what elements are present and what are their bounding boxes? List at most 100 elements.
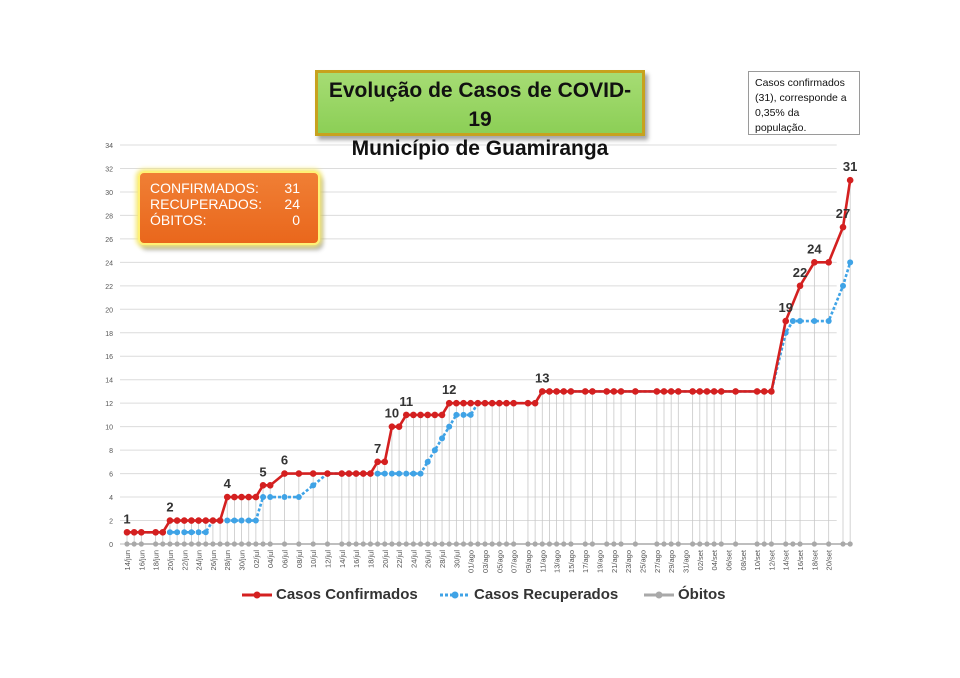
series-point-0 bbox=[166, 517, 174, 524]
x-tick-label: 28/jul bbox=[438, 550, 447, 568]
series-point-0 bbox=[324, 470, 331, 477]
series-point-2 bbox=[718, 541, 724, 547]
series-point-2 bbox=[210, 541, 216, 547]
x-tick-label: 22/jun bbox=[180, 550, 189, 570]
gridlines bbox=[120, 144, 837, 545]
series-point-2 bbox=[403, 541, 409, 547]
series-point-2 bbox=[460, 541, 467, 547]
series-point-0 bbox=[538, 388, 546, 395]
series-point-2 bbox=[847, 541, 853, 547]
series-point-2 bbox=[310, 541, 316, 547]
series-point-0 bbox=[259, 482, 267, 489]
series-point-0 bbox=[760, 388, 768, 395]
data-label: 24 bbox=[807, 241, 822, 256]
x-tick-label: 21/ago bbox=[610, 550, 619, 573]
series-point-2 bbox=[554, 541, 560, 547]
y-tick-label: 8 bbox=[109, 448, 113, 455]
data-label: 2 bbox=[166, 500, 173, 515]
x-tick-label: 11/ago bbox=[538, 550, 547, 572]
series-point-2 bbox=[267, 541, 273, 547]
series-point-1 bbox=[202, 529, 209, 536]
x-tick-label: 06/set bbox=[724, 549, 733, 570]
data-label: 6 bbox=[281, 453, 288, 468]
series-point-0 bbox=[395, 423, 403, 430]
series-point-2 bbox=[174, 541, 180, 547]
series-point-2 bbox=[410, 541, 416, 547]
series-point-0 bbox=[610, 388, 618, 395]
series-point-2 bbox=[589, 541, 596, 547]
series-point-2 bbox=[618, 541, 624, 547]
series-point-1 bbox=[460, 411, 467, 418]
series-point-2 bbox=[582, 541, 588, 547]
series-point-0 bbox=[617, 388, 625, 395]
series-point-0 bbox=[581, 388, 589, 395]
series-point-1 bbox=[260, 494, 267, 501]
series-point-1 bbox=[424, 458, 431, 465]
x-tick-label: 18/jul bbox=[366, 550, 375, 568]
x-tick-label: 08/set bbox=[739, 549, 748, 570]
x-tick-label: 23/ago bbox=[624, 550, 633, 573]
series-point-2 bbox=[697, 541, 703, 547]
x-tick-label: 30/jun bbox=[238, 550, 247, 570]
series-point-0 bbox=[438, 411, 446, 419]
series-point-2 bbox=[346, 541, 352, 547]
series-point-0 bbox=[524, 399, 532, 407]
series-point-0 bbox=[130, 528, 138, 536]
series-point-1 bbox=[410, 470, 417, 477]
series-point-0 bbox=[839, 223, 847, 231]
obitos-value: 0 bbox=[292, 212, 300, 228]
y-tick-label: 14 bbox=[105, 378, 113, 385]
x-tick-label: 14/set bbox=[782, 549, 791, 570]
series-point-0 bbox=[589, 388, 596, 395]
x-tick-label: 13/ago bbox=[553, 550, 562, 573]
series-point-0 bbox=[467, 399, 474, 407]
x-tick-label: 04/jul bbox=[266, 550, 275, 568]
series-point-0 bbox=[381, 458, 389, 466]
series-point-0 bbox=[188, 517, 195, 524]
x-tick-label: 17/ago bbox=[581, 550, 590, 573]
confirmados-label: CONFIRMADOS: bbox=[150, 180, 259, 196]
x-tick-label: 18/jun bbox=[152, 550, 161, 570]
series-point-2 bbox=[432, 541, 438, 547]
series-point-0 bbox=[338, 470, 346, 477]
series-point-2 bbox=[417, 541, 424, 547]
series-point-2 bbox=[496, 541, 502, 547]
x-tick-label: 07/ago bbox=[510, 550, 519, 573]
series-point-0 bbox=[374, 458, 381, 466]
series-point-1 bbox=[439, 435, 446, 442]
series-point-0 bbox=[431, 411, 439, 419]
series-point-2 bbox=[231, 541, 237, 547]
series-point-1 bbox=[188, 529, 195, 536]
summary-row-obitos: ÓBITOS: 0 bbox=[150, 212, 308, 228]
legend-recuperados: Casos Recuperados bbox=[440, 586, 618, 603]
series-point-0 bbox=[481, 399, 489, 407]
x-tick-label: 18/set bbox=[810, 549, 819, 570]
series-point-2 bbox=[532, 541, 538, 547]
series-point-0 bbox=[553, 388, 560, 395]
x-tick-label: 03/ago bbox=[481, 550, 490, 573]
y-tick-label: 20 bbox=[105, 307, 113, 314]
series-point-1 bbox=[825, 318, 832, 325]
x-tick-label: 26/jun bbox=[209, 550, 218, 570]
series-point-2 bbox=[840, 541, 846, 547]
series-point-0 bbox=[223, 493, 231, 501]
data-label: 31 bbox=[843, 159, 857, 174]
series-point-2 bbox=[539, 541, 545, 547]
series-line-1 bbox=[127, 261, 852, 534]
summary-row-recuperados: RECUPERADOS: 24 bbox=[150, 196, 308, 212]
y-tick-label: 32 bbox=[105, 166, 113, 173]
series-point-2 bbox=[353, 541, 359, 547]
x-tick-label: 01/ago bbox=[467, 550, 476, 573]
series-point-2 bbox=[546, 541, 553, 547]
y-tick-label: 16 bbox=[105, 354, 113, 361]
series-point-1 bbox=[195, 529, 202, 536]
series-point-2 bbox=[224, 541, 230, 547]
legend-confirmados-icon bbox=[242, 591, 272, 598]
x-tick-label: 14/jun bbox=[123, 550, 132, 570]
series-point-2 bbox=[661, 541, 667, 547]
summary-row-confirmados: CONFIRMADOS: 31 bbox=[150, 180, 308, 196]
legend-recuperados-label: Casos Recuperados bbox=[474, 586, 619, 603]
series-point-0 bbox=[560, 388, 568, 395]
series-point-1 bbox=[281, 494, 288, 501]
series-point-2 bbox=[733, 541, 739, 547]
